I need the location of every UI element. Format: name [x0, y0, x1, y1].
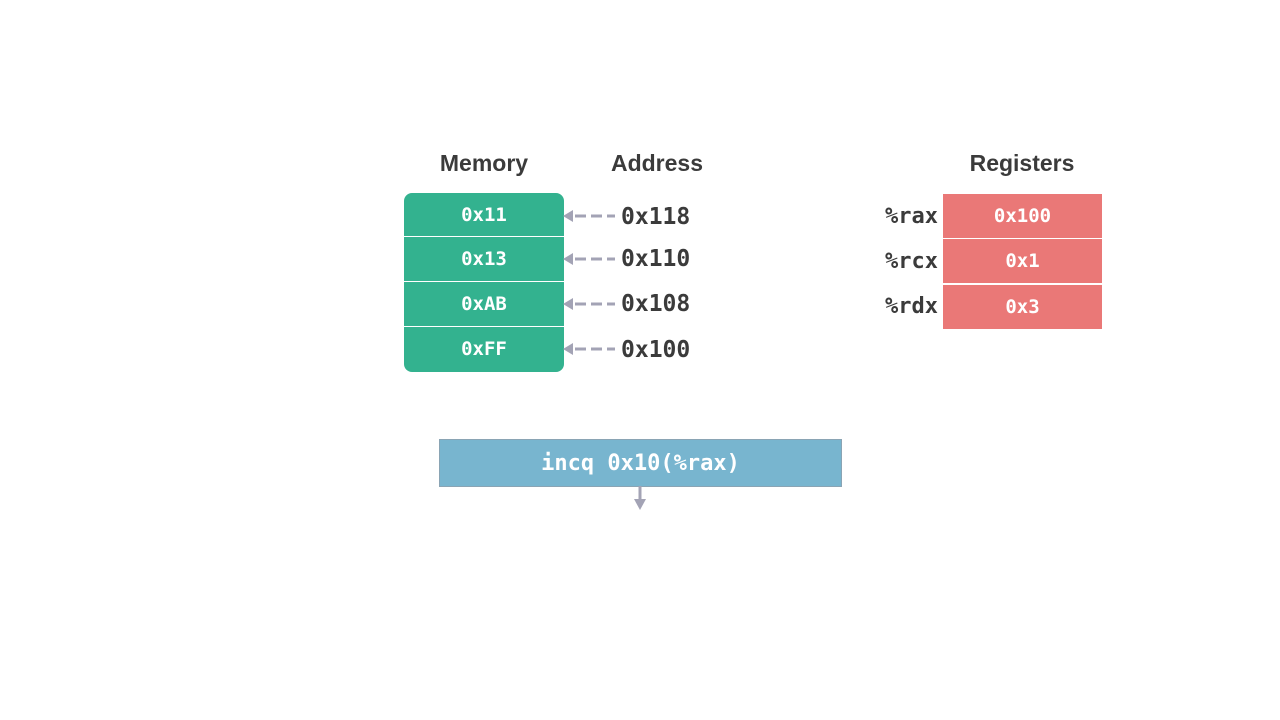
register-name-rcx: %rcx [885, 249, 938, 274]
address-arrow-0x108 [563, 298, 615, 310]
address-heading: Address [610, 150, 704, 176]
register-value-rcx: 0x1 [943, 239, 1102, 283]
address-label-0x108: 0x108 [621, 291, 691, 317]
memory-cell-0x118: 0x11 [404, 193, 564, 237]
address-label-0x110: 0x110 [621, 246, 691, 272]
address-arrow-0x118 [563, 210, 615, 222]
register-name-rdx: %rdx [885, 294, 938, 319]
memory-heading: Memory [439, 150, 529, 176]
memory-stack: 0x11 0x13 0xAB 0xFF [404, 193, 564, 372]
memory-cell-0x100: 0xFF [461, 338, 507, 360]
registers-heading: Registers [969, 150, 1075, 176]
register-name-rax: %rax [885, 204, 938, 229]
instruction-box: incq 0x10(%rax) [439, 439, 842, 487]
down-arrow-icon [634, 486, 646, 510]
address-label-0x100: 0x100 [621, 337, 691, 363]
register-value-rdx: 0x3 [943, 285, 1102, 329]
memory-cell-0x108: 0xAB [404, 282, 564, 327]
register-value-rax: 0x100 [943, 194, 1102, 238]
address-arrow-0x110 [563, 253, 615, 265]
address-label-0x118: 0x118 [621, 204, 691, 230]
address-arrow-0x100 [563, 343, 615, 355]
memory-cell-0x110: 0x13 [404, 237, 564, 282]
